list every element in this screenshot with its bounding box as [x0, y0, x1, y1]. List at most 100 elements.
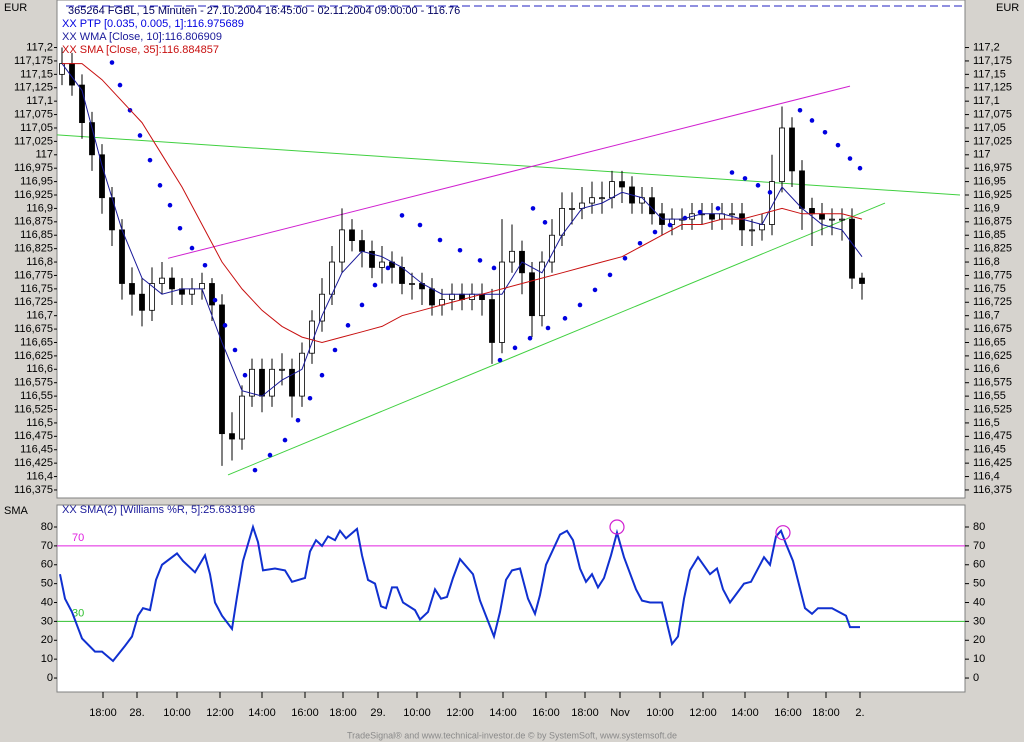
candle-body [369, 250, 375, 268]
y-tick-label-right: 116,425 [973, 457, 1012, 469]
x-tick-label: 12:00 [446, 707, 474, 719]
y-tick-label: 116,45 [20, 444, 53, 456]
candle-body [639, 197, 645, 204]
ptp-dot [372, 282, 378, 288]
ptp-dot [295, 417, 301, 423]
signal-marker [609, 519, 625, 535]
ptp-dot [491, 265, 497, 271]
y-tick-label: 116,55 [20, 390, 53, 402]
ptp-dot [222, 323, 228, 328]
ptp-dot [242, 372, 248, 378]
y-tick-label-right: 116,925 [973, 189, 1012, 201]
trend-line [227, 202, 886, 476]
y-tick-label: 20 [41, 634, 53, 646]
y-tick-label-right: 116,45 [973, 444, 1006, 456]
y-tick-label: 117 [35, 149, 53, 161]
y-tick-label: 117,075 [14, 108, 53, 120]
candle-body [289, 368, 295, 397]
ptp-dot [252, 467, 258, 473]
candle-body [799, 170, 805, 209]
ptp-dot [212, 297, 218, 303]
candle-body [539, 261, 545, 317]
ptp-dot [282, 437, 288, 443]
y-tick-label-right: 116,7 [973, 310, 1000, 322]
candle-body [819, 213, 825, 220]
ptp-dot [622, 255, 628, 261]
candle-body [259, 368, 265, 397]
x-tick-label: 2. [855, 707, 864, 719]
legend-entry: XX WMA [Close, 10]:116.806909 [62, 31, 222, 43]
y-tick-label-right: 116,775 [973, 269, 1012, 281]
y-tick-label-right: 117,025 [973, 135, 1012, 147]
ptp-dot [797, 107, 803, 113]
y-tick-label-right: 116,5 [973, 417, 1000, 429]
ptp-dot [109, 60, 115, 65]
ptp-dot [512, 345, 518, 351]
x-tick-label: 10:00 [163, 707, 191, 719]
ptp-dot [497, 357, 503, 363]
y-tick-label: 116,7 [26, 310, 53, 322]
y-tick-label: 116,825 [14, 243, 53, 255]
candle-body [839, 218, 845, 221]
y-tick-label: 117,175 [14, 55, 53, 67]
y-tick-label: 116,625 [14, 350, 53, 362]
ptp-dot [607, 272, 613, 278]
candle-body [249, 368, 255, 397]
candle-body [229, 433, 235, 440]
x-tick-label: 18:00 [571, 707, 599, 719]
y-tick-label-right: 116,375 [973, 484, 1012, 496]
ptp-dot [345, 323, 351, 328]
ptp-dot [637, 240, 643, 246]
ptp-dot [457, 247, 463, 253]
y-tick-label: 116,725 [14, 296, 53, 308]
y-tick-label: 116,975 [14, 162, 53, 174]
legend-entry: XX SMA [Close, 35]:116.884857 [62, 44, 219, 56]
y-tick-label: 117,15 [20, 68, 53, 80]
candle-body [489, 299, 495, 343]
candle-body [319, 293, 325, 322]
ptp-dot [542, 220, 548, 225]
y-tick-label: 0 [47, 672, 53, 684]
axis-label-left: SMA [4, 505, 29, 517]
y-tick-label: 116,65 [20, 336, 53, 348]
candle-body [859, 277, 865, 284]
ptp-dot [437, 237, 443, 243]
y-tick-label-right: 116,675 [973, 323, 1012, 335]
candle-body [159, 277, 165, 284]
trend-line [167, 85, 851, 259]
x-tick-label: 10:00 [646, 707, 674, 719]
candle-body [509, 250, 515, 263]
level-label: 30 [72, 607, 84, 619]
y-tick-label: 10 [41, 653, 53, 665]
y-tick-label-right: 116,4 [973, 470, 1000, 482]
candle-body [379, 261, 385, 268]
axis-label-right: EUR [996, 2, 1019, 14]
x-tick-label: 14:00 [731, 707, 759, 719]
ptp-dot [562, 316, 568, 321]
y-tick-label-right: 70 [973, 540, 985, 552]
y-tick-label-right: 116,55 [973, 390, 1006, 402]
y-tick-label-right: 116,95 [973, 176, 1006, 188]
candle-body [569, 208, 575, 210]
ptp-dot [167, 202, 173, 208]
y-tick-label-right: 116,975 [973, 162, 1012, 174]
y-tick-label-right: 116,85 [973, 229, 1006, 241]
candle-body [399, 267, 405, 284]
candle-body [809, 208, 815, 215]
ptp-dot [332, 347, 338, 353]
ptp-dot [202, 262, 208, 268]
candle-body [649, 197, 655, 215]
candle-body [169, 277, 175, 290]
ptp-dot [755, 183, 761, 188]
ptp-dot [359, 302, 365, 308]
y-tick-label-right: 117,175 [973, 55, 1012, 67]
level-label: 70 [72, 532, 84, 544]
y-tick-label: 116,75 [20, 283, 53, 295]
y-tick-label-right: 116,575 [973, 377, 1012, 389]
candle-body [209, 283, 215, 306]
y-tick-label-right: 117,1 [973, 95, 1000, 107]
candle-body [279, 368, 285, 371]
candle-body [269, 368, 275, 397]
